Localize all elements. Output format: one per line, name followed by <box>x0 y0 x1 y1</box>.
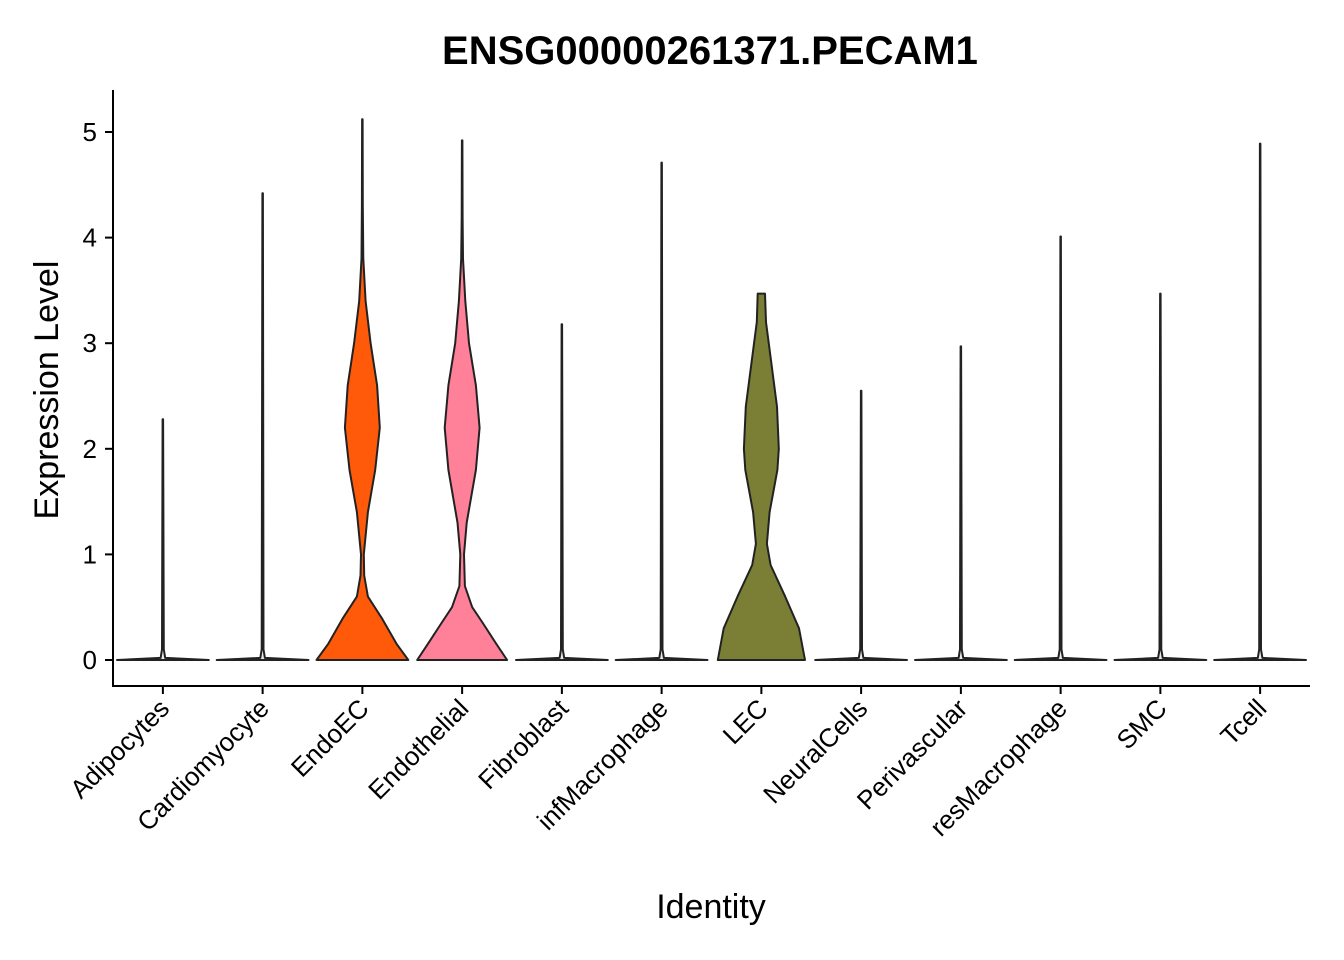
violin-Adipocytes <box>116 418 210 661</box>
y-tick-label: 3 <box>83 328 97 358</box>
violin-NeuralCells <box>814 389 908 661</box>
violin-EndoEC <box>315 118 410 661</box>
x-tick-label: SMC <box>1111 693 1173 755</box>
y-tick-label: 0 <box>83 645 97 675</box>
violin-Fibroblast <box>515 323 609 661</box>
x-tick-label: Endothelial <box>362 693 474 805</box>
x-tick-label: Tcell <box>1214 693 1272 751</box>
violin-Tcell <box>1213 142 1307 661</box>
y-tick-label: 4 <box>83 223 97 253</box>
y-tick-label: 5 <box>83 117 97 147</box>
violin-SMC <box>1113 292 1208 661</box>
violin-LEC <box>716 292 806 661</box>
y-tick-label: 2 <box>83 434 97 464</box>
x-tick-label: EndoEC <box>285 693 375 783</box>
plot-area <box>116 118 1307 661</box>
y-tick-label: 1 <box>83 539 97 569</box>
violin-resMacrophage <box>1013 235 1108 661</box>
y-axis-title: Expression Level <box>28 261 66 520</box>
y-axis-ticks: 0 1 2 3 4 5 <box>83 117 113 675</box>
chart-title: ENSG00000261371.PECAM1 <box>442 29 978 73</box>
violin-Perivascular <box>914 345 1008 661</box>
x-axis-title: Identity <box>656 888 766 926</box>
x-tick-label: LEC <box>717 693 774 750</box>
violin-Endothelial <box>416 139 509 661</box>
violin-infMacrophage <box>614 161 709 661</box>
violin-Cardiomyocyte <box>215 192 310 661</box>
x-tick-label: Fibroblast <box>472 692 574 794</box>
